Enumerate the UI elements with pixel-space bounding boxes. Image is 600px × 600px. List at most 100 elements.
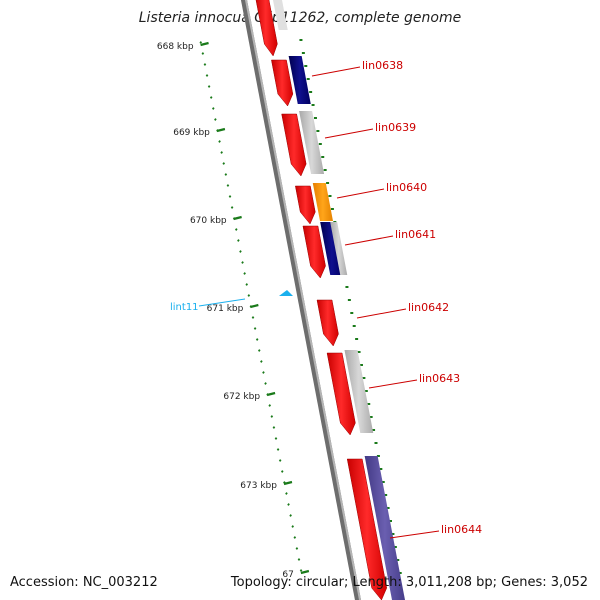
scale-label: 67 bbox=[282, 570, 293, 580]
scale-dot bbox=[272, 426, 276, 429]
backbone-line bbox=[240, 0, 362, 600]
genome-title: Listeria innocua Clip11262, complete gen… bbox=[138, 10, 462, 26]
label-leader bbox=[324, 128, 374, 139]
scale-dot bbox=[245, 283, 249, 286]
label-leader bbox=[344, 235, 394, 246]
scale-dot bbox=[243, 272, 246, 275]
scale-dot bbox=[237, 239, 240, 242]
scale-dot bbox=[291, 525, 295, 528]
cog-bar bbox=[320, 222, 344, 275]
scale-dot bbox=[260, 360, 263, 363]
label-leader bbox=[198, 298, 246, 307]
scale-dot bbox=[276, 448, 280, 451]
gene-cds-arrow[interactable] bbox=[302, 225, 326, 279]
scale-label: 671 kbp bbox=[207, 304, 244, 314]
gene-cds-arrow[interactable] bbox=[281, 113, 307, 177]
scale-dot bbox=[264, 382, 267, 385]
gene-label[interactable]: lin0640 bbox=[386, 181, 427, 194]
scale-dot bbox=[218, 140, 221, 143]
gene-label[interactable]: lin0641 bbox=[395, 228, 436, 241]
scale-dot bbox=[278, 459, 282, 462]
scale-dot bbox=[287, 503, 290, 506]
gene-label[interactable]: lin0644 bbox=[441, 523, 482, 536]
cog-bar bbox=[299, 111, 325, 174]
scale-dot bbox=[297, 558, 301, 561]
gene-label[interactable]: lin0639 bbox=[375, 121, 416, 134]
scale-label: 668 kbp bbox=[157, 42, 194, 52]
scale-dot bbox=[201, 52, 205, 55]
gene-label[interactable]: lin0638 bbox=[362, 59, 403, 72]
gene-cds-arrow[interactable] bbox=[295, 185, 316, 225]
scale-dot bbox=[285, 492, 288, 495]
scale-dot bbox=[228, 195, 232, 198]
cog-bar bbox=[364, 456, 405, 600]
label-leader bbox=[311, 66, 361, 77]
gene-label[interactable]: lin0643 bbox=[419, 372, 460, 385]
major-tick bbox=[216, 127, 226, 133]
scale-dot bbox=[224, 173, 228, 176]
cog-bar bbox=[330, 222, 348, 275]
scale-dot bbox=[230, 206, 234, 209]
scale-label: 669 kbp bbox=[173, 128, 210, 138]
gene-cds-arrow[interactable] bbox=[346, 458, 387, 600]
major-tick bbox=[266, 391, 276, 397]
gene-cds-arrow[interactable] bbox=[271, 59, 294, 107]
major-tick bbox=[283, 480, 293, 486]
scale-dot bbox=[295, 547, 299, 550]
scale-dot bbox=[214, 118, 217, 121]
scale-dot bbox=[199, 41, 203, 44]
label-leader bbox=[389, 530, 440, 539]
gene-label[interactable]: lin0642 bbox=[408, 301, 449, 314]
accession-text: Accession: NC_003212 bbox=[10, 575, 158, 590]
gene-cds-arrow[interactable] bbox=[316, 299, 339, 347]
labels-layer: lin0638 lin0639 lin0640 lin0641 lin0642 lin06… bbox=[170, 59, 482, 539]
scale-dot bbox=[274, 437, 278, 440]
genes-layer bbox=[254, 0, 405, 600]
scale-dot bbox=[211, 107, 215, 110]
scale-dot bbox=[253, 327, 257, 330]
backbone-highlight bbox=[244, 0, 362, 600]
scale-dot bbox=[289, 514, 292, 517]
scale-dot bbox=[203, 63, 207, 66]
scale-dot bbox=[241, 261, 244, 264]
scale-dot bbox=[293, 536, 297, 539]
scale-layer: 668 kbp 669 kbp 670 kbp 671 kbp 672 kbp 673 k… bbox=[157, 39, 402, 580]
label-leader bbox=[356, 308, 407, 319]
scale-label: 672 kbp bbox=[223, 392, 260, 402]
label-leader bbox=[336, 188, 385, 199]
scale-label: 673 kbp bbox=[240, 481, 277, 491]
scale-dot bbox=[207, 85, 211, 88]
backbone-layer bbox=[240, 0, 362, 600]
scale-dot bbox=[222, 162, 226, 165]
major-tick bbox=[200, 41, 209, 47]
scale-dot bbox=[239, 250, 242, 253]
scale-dot bbox=[255, 338, 259, 341]
scale-dot bbox=[220, 151, 223, 154]
scale-dot bbox=[262, 371, 265, 374]
cog-bar bbox=[312, 183, 333, 221]
cog-bar bbox=[273, 0, 288, 30]
gene-cds-arrow[interactable] bbox=[326, 352, 356, 436]
scale-dot bbox=[205, 74, 209, 77]
feature-label[interactable]: lint11 bbox=[170, 302, 199, 313]
scale-dot bbox=[257, 349, 261, 352]
major-tick bbox=[250, 303, 259, 309]
scale-dot bbox=[270, 415, 274, 418]
topology-text: Topology: circular; Length: 3,011,208 bp… bbox=[230, 575, 588, 590]
major-tick bbox=[233, 215, 242, 221]
scale-dot bbox=[226, 184, 230, 187]
major-tick bbox=[300, 569, 310, 575]
scale-dot bbox=[234, 228, 238, 231]
intergenic-marker[interactable] bbox=[279, 290, 293, 296]
scale-dot bbox=[209, 96, 213, 99]
scale-dot bbox=[251, 316, 255, 319]
cog-bar bbox=[288, 56, 311, 104]
scale-dot bbox=[280, 470, 284, 473]
cog-bar bbox=[344, 350, 374, 433]
gene-cds-arrow[interactable] bbox=[254, 0, 278, 57]
scale-dot bbox=[299, 569, 303, 572]
label-leader bbox=[368, 379, 418, 389]
scale-dot bbox=[247, 294, 251, 297]
